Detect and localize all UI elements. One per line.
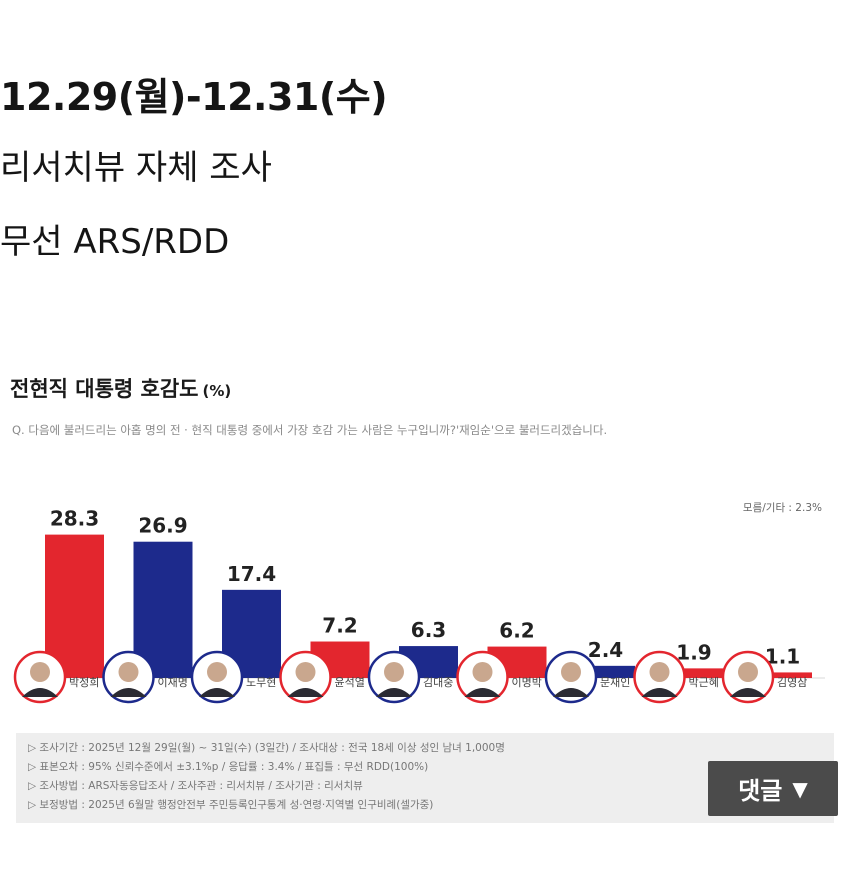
avatar-face-5 — [384, 662, 404, 682]
avatar-4 — [279, 650, 332, 704]
bar-1 — [45, 534, 104, 678]
avatar-9 — [721, 650, 775, 704]
category-label-9: 김영삼 — [777, 676, 807, 689]
category-label-7: 문재인 — [600, 676, 630, 689]
avatar-body-7 — [553, 688, 589, 697]
avatar-body-8 — [641, 688, 678, 697]
category-label-3: 노무현 — [246, 676, 276, 689]
chart-unit: (%) — [202, 382, 232, 400]
avatar-body-5 — [376, 688, 412, 697]
avatar-face-4 — [295, 662, 316, 682]
date-range: 12.29(월)-12.31(수) — [0, 75, 388, 119]
survey-question: Q. 다음에 불러드리는 아홉 명의 전 · 현직 대통령 중에서 가장 호감 … — [12, 423, 608, 437]
footnote-method: ▷ 조사방법 : ARS자동응답조사 / 조사주관 : 리서치뷰 / 조사기관 … — [28, 780, 363, 792]
footnote-weighting: ▷ 보정방법 : 2025년 6월말 행정안전부 주민등록인구통계 성·연령·지… — [28, 799, 434, 811]
bar-chart: 28.3 박정희 26.9 이재명 17.4 노무현 7.2 윤석열 6.3 김대중 6.2 이명박 2… — [13, 507, 825, 704]
chevron-down-icon: ▼ — [792, 776, 808, 801]
value-label-7: 2.4 — [588, 638, 623, 662]
bar-2 — [133, 541, 193, 678]
bar-8 — [664, 668, 724, 678]
avatar-5 — [367, 650, 421, 704]
footnote-period: ▷ 조사기간 : 2025년 12월 29일(월) ~ 31일(수) (3일간)… — [28, 742, 505, 754]
value-label-6: 6.2 — [499, 619, 534, 643]
avatar-body-4 — [287, 688, 324, 697]
avatar-6 — [456, 650, 509, 704]
value-label-8: 1.9 — [676, 640, 711, 664]
value-label-3: 17.4 — [227, 562, 276, 586]
avatar-3 — [190, 650, 244, 704]
avatar-face-9 — [738, 662, 758, 682]
footnotes-box: ▷ 조사기간 : 2025년 12월 29일(월) ~ 31일(수) (3일간)… — [16, 733, 834, 823]
avatar-face-3 — [207, 662, 227, 682]
chart-title-text: 전현직 대통령 호감도 — [10, 377, 199, 401]
comment-button[interactable]: 댓글 ▼ — [708, 761, 838, 816]
category-label-6: 이명박 — [512, 676, 542, 689]
avatar-body-2 — [110, 688, 147, 697]
other-note: 모름/기타 : 2.3% — [742, 502, 822, 514]
value-label-1: 28.3 — [50, 507, 99, 531]
survey-method: 무선 ARS/RDD — [0, 222, 230, 262]
value-label-4: 7.2 — [322, 614, 357, 638]
category-label-1: 박정희 — [69, 676, 99, 689]
avatar-8 — [633, 650, 686, 704]
survey-source: 리서치뷰 자체 조사 — [0, 148, 272, 188]
category-label-5: 김대중 — [423, 676, 453, 689]
avatar-2 — [102, 650, 155, 704]
avatar-body-6 — [464, 688, 501, 697]
avatar-face-7 — [561, 662, 581, 682]
category-label-8: 박근혜 — [689, 676, 719, 689]
comment-button-label: 댓글 — [738, 777, 783, 805]
footnote-error: ▷ 표본오차 : 95% 신뢰수준에서 ±3.1%p / 응답률 : 3.4% … — [28, 761, 429, 773]
chart-title: 전현직 대통령 호감도 (%) — [10, 373, 231, 403]
avatar-body-3 — [199, 688, 235, 697]
avatar-body-9 — [730, 688, 766, 697]
avatar-face-2 — [118, 662, 139, 682]
value-label-5: 6.3 — [411, 618, 446, 642]
avatar-1 — [13, 650, 67, 704]
avatar-face-6 — [472, 662, 493, 682]
category-label-4: 윤석열 — [335, 676, 365, 689]
value-label-2: 26.9 — [138, 514, 187, 538]
category-label-2: 이재명 — [158, 676, 188, 689]
bar-9 — [753, 672, 812, 678]
avatar-face-8 — [649, 662, 670, 682]
avatar-7 — [544, 650, 598, 704]
avatar-body-1 — [22, 688, 58, 697]
avatar-face-1 — [30, 662, 50, 682]
